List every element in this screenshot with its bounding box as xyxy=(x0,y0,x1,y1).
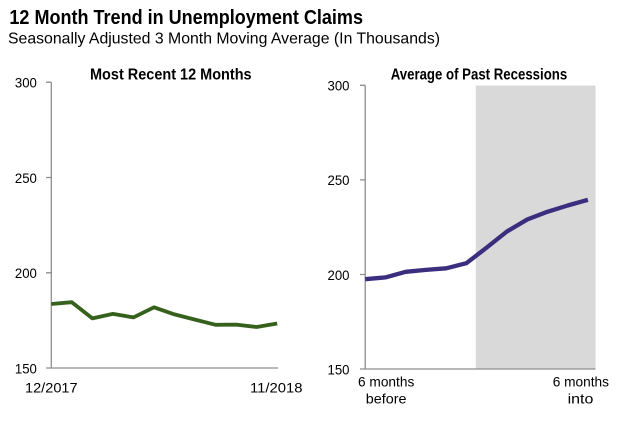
svg-text:300: 300 xyxy=(328,78,350,94)
svg-text:into: into xyxy=(568,391,594,407)
svg-text:6 months: 6 months xyxy=(358,373,414,389)
svg-text:300: 300 xyxy=(15,75,37,91)
svg-text:250: 250 xyxy=(328,172,350,188)
svg-text:250: 250 xyxy=(15,170,37,186)
svg-text:Most Recent 12 Months: Most Recent 12 Months xyxy=(90,67,252,84)
svg-text:200: 200 xyxy=(15,265,37,281)
svg-text:12 Month Trend in Unemployment: 12 Month Trend in Unemployment Claims xyxy=(9,7,363,29)
svg-text:before: before xyxy=(366,391,407,407)
svg-text:Seasonally Adjusted 3 Month Mo: Seasonally Adjusted 3 Month Moving Avera… xyxy=(8,31,440,48)
svg-text:12/2017: 12/2017 xyxy=(25,380,78,396)
svg-text:200: 200 xyxy=(328,267,350,283)
svg-text:Average of Past Recessions: Average of Past Recessions xyxy=(391,67,568,84)
svg-text:150: 150 xyxy=(15,360,37,376)
svg-text:11/2018: 11/2018 xyxy=(250,380,303,396)
svg-text:150: 150 xyxy=(328,361,350,377)
svg-text:6 months: 6 months xyxy=(553,373,609,389)
